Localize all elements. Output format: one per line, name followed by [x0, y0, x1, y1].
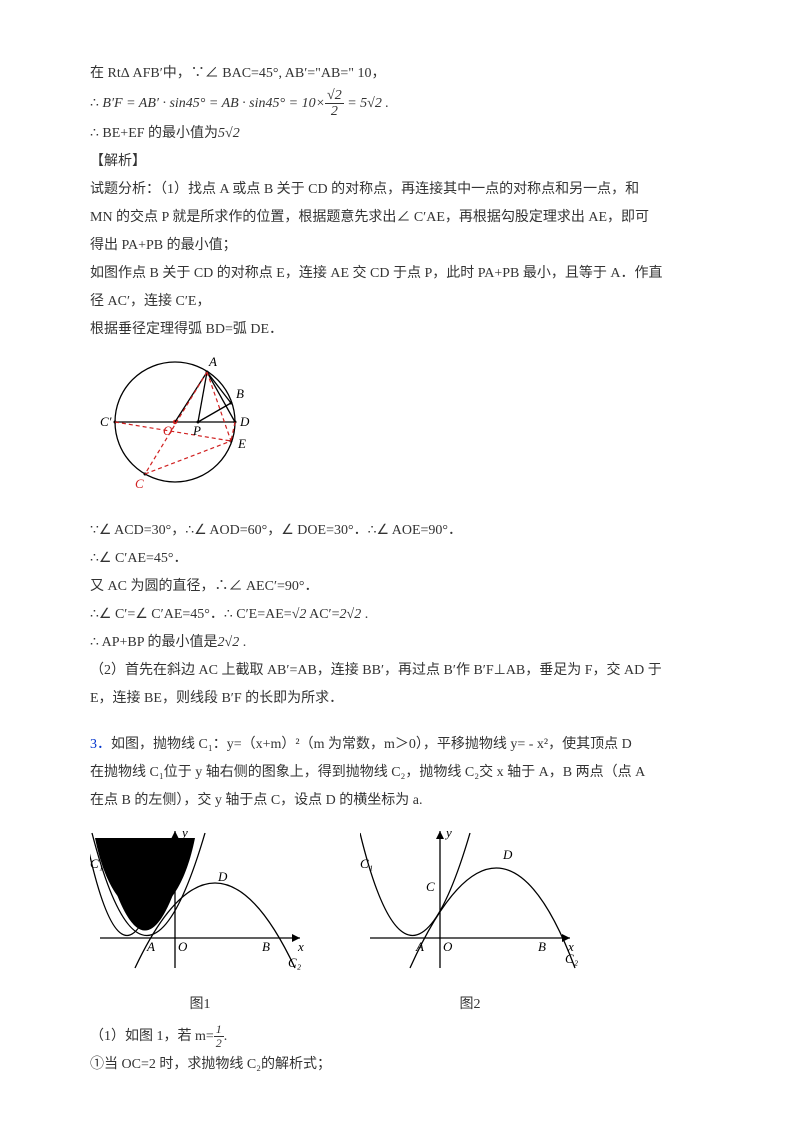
circle-diagram: A B C′ D E C O P — [90, 350, 710, 511]
question-number: 3． — [90, 737, 111, 752]
label-B: B — [538, 939, 546, 954]
math: 5√2 — [218, 126, 240, 141]
text-line: 试题分析：（1）找点 A 或点 B 关于 CD 的对称点，再连接其中一点的对称点… — [90, 176, 710, 204]
text-line: （1）如图 1，若 m=12. — [90, 1023, 710, 1051]
text-line: ∵∠ ACD=30°，∴∠ AOD=60°，∠ DOE=30°．∴∠ AOE=9… — [90, 517, 710, 545]
label-x: x — [567, 939, 574, 954]
figure-2-caption: 图2 — [360, 991, 580, 1019]
text-line: 在点 B 的左侧），交 y 轴于点 C，设点 D 的横坐标为 a. — [90, 787, 710, 815]
text-line: 在 RtΔ AFB′中，∵∠ BAC=45°, AB′="AB=" 10， — [90, 60, 710, 88]
frac-num: 1 — [214, 1023, 224, 1037]
math: √2 — [292, 607, 307, 622]
math: 2√2 — [218, 635, 240, 650]
label-C: C — [426, 879, 435, 894]
label-D: D — [502, 847, 513, 862]
text: ∴ AP+BP 的最小值是 — [90, 635, 218, 650]
text: （1）如图 1，若 m= — [90, 1029, 214, 1044]
text: . — [224, 1029, 228, 1044]
text-line: 根据垂径定理得弧 BD=弧 DE． — [90, 316, 710, 344]
figures-row: C₁ C₂ y x A B C D O 图1 C₁ C₂ y x — [90, 823, 710, 1019]
frac-num: √2 — [325, 88, 344, 104]
text-line: MN 的交点 P 就是所求作的位置，根据题意先求出∠ C′AE，再根据勾股定理求… — [90, 204, 710, 232]
text-line: 径 AC′，连接 C′E， — [90, 288, 710, 316]
text-line: ①当 OC=2 时，求抛物线 C₂的解析式； — [90, 1051, 710, 1079]
label-C: C — [162, 883, 171, 898]
text-line: E，连接 BE，则线段 B′F 的长即为所求． — [90, 685, 710, 713]
text: AC′= — [306, 607, 339, 622]
eq-rhs: = 5√2 . — [344, 96, 389, 111]
label-C: C — [135, 476, 144, 491]
text-line: （2）首先在斜边 AC 上截取 AB′=AB，连接 BB′，再过点 B′作 B′… — [90, 657, 710, 685]
text-line: ∴ BE+EF 的最小值为5√2 — [90, 120, 710, 148]
text-line: 又 AC 为圆的直径，∴∠ AEC′=90°． — [90, 573, 710, 601]
label-E: E — [237, 436, 246, 451]
text: . — [239, 635, 246, 650]
text-line: ∴∠ C′AE=45°． — [90, 545, 710, 573]
label-Cp: C′ — [100, 414, 112, 429]
label-D: D — [239, 414, 250, 429]
label-P: P — [192, 423, 201, 438]
text: ∴∠ C′=∠ C′AE=45°．∴ C′E=AE= — [90, 607, 292, 622]
label-C2: C₂ — [288, 955, 302, 970]
label-D: D — [217, 869, 228, 884]
label-A: A — [415, 939, 424, 954]
label-y: y — [180, 825, 188, 840]
figure-1: C₁ C₂ y x A B C D O 图1 — [90, 823, 310, 1019]
label-A: A — [208, 354, 217, 369]
label-B: B — [236, 386, 244, 401]
question-3-line: 3．如图，抛物线 C₁：y=（x+m）²（m 为常数，m＞0），平移抛物线 y=… — [90, 731, 710, 759]
text-line: ∴∠ C′=∠ C′AE=45°．∴ C′E=AE=√2 AC′=2√2 . — [90, 601, 710, 629]
text-line: 如图作点 B 关于 CD 的对称点 E，连接 AE 交 CD 于点 P，此时 P… — [90, 260, 710, 288]
text-line: 得出 PA+PB 的最小值； — [90, 232, 710, 260]
label-C1: C₁ — [360, 856, 373, 871]
fraction: 12 — [214, 1023, 224, 1050]
text: ∴ BE+EF 的最小值为 — [90, 126, 218, 141]
math: 2√2 — [340, 607, 362, 622]
label-O: O — [178, 939, 188, 954]
figure-1-caption: 图1 — [90, 991, 310, 1019]
text-line: 在抛物线 C₁位于 y 轴右侧的图象上，得到抛物线 C₂，抛物线 C₂交 x 轴… — [90, 759, 710, 787]
equation-line: ∴ B′F = AB′ · sin45° = AB · sin45° = 10×… — [90, 88, 710, 120]
spacer — [90, 713, 710, 731]
label-A: A — [146, 939, 155, 954]
figure-2: C₁ C₂ y x A B C D O 图2 — [360, 823, 580, 1019]
frac-den: 2 — [214, 1037, 224, 1050]
text-line: ∴ AP+BP 的最小值是2√2 . — [90, 629, 710, 657]
label-x: x — [297, 939, 304, 954]
eq-prefix: ∴ — [90, 96, 102, 111]
explain-heading: 【解析】 — [90, 148, 710, 176]
label-O: O — [443, 939, 453, 954]
label-C1: C₁ — [90, 856, 103, 871]
fraction: √22 — [325, 88, 344, 120]
label-y: y — [444, 825, 452, 840]
frac-den: 2 — [325, 104, 344, 119]
eq-lhs: B′F = AB′ · sin45° = AB · sin45° = 10× — [102, 96, 325, 111]
label-B: B — [262, 939, 270, 954]
text: 如图，抛物线 C₁：y=（x+m）²（m 为常数，m＞0），平移抛物线 y= -… — [111, 737, 632, 752]
label-O: O — [163, 423, 173, 438]
text: . — [361, 607, 368, 622]
